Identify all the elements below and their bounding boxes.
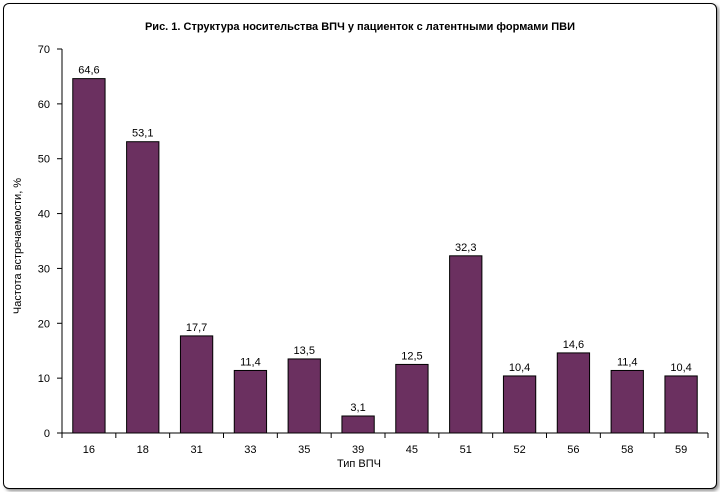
- data-label: 64,6: [78, 65, 99, 77]
- y-tick-label: 50: [38, 154, 50, 166]
- y-axis-label: Частота встречаемости, %: [12, 178, 24, 314]
- bar-58: [610, 369, 644, 434]
- chart-title: Рис. 1. Структура носительства ВПЧ у пац…: [144, 21, 576, 33]
- x-tick-label: 33: [244, 444, 256, 456]
- bar-31: [179, 335, 214, 434]
- x-tick-label: 52: [513, 444, 525, 456]
- chart-frame: Рис. 1. Структура носительства ВПЧ у пац…: [3, 3, 717, 489]
- bar-59: [664, 375, 698, 434]
- x-tick-label: 39: [352, 444, 364, 456]
- y-axis: 0 10 20 30 40 50 60 70: [38, 44, 63, 440]
- y-tick-label: 40: [38, 209, 50, 221]
- bar-33: [233, 369, 268, 434]
- x-tick-label: 59: [675, 444, 687, 456]
- bar-16: [72, 78, 106, 434]
- y-tick-label: 30: [38, 263, 50, 275]
- bar-51: [449, 255, 483, 434]
- value-labels: 64,6 53,1 17,7 11,4 13,5 3,1 12,5 32,3 10,4 14,6 1…: [78, 65, 692, 414]
- data-label: 14,6: [563, 339, 584, 351]
- x-axis: 16 18 31 33 35 39 45 51 52 56 58 59: [61, 432, 709, 456]
- data-label: 12,5: [401, 350, 422, 362]
- bar-52: [502, 375, 537, 434]
- bar-18: [126, 141, 160, 434]
- data-label: 32,3: [455, 242, 476, 254]
- data-label: 11,4: [617, 356, 638, 368]
- y-tick-label: 60: [38, 99, 50, 111]
- bars: [72, 78, 698, 434]
- data-label: 10,4: [670, 362, 691, 374]
- x-tick-label: 58: [621, 444, 633, 456]
- data-label: 11,4: [240, 356, 261, 368]
- x-tick-label: 35: [298, 444, 310, 456]
- x-tick-label: 45: [406, 444, 418, 456]
- data-label: 10,4: [509, 362, 530, 374]
- y-tick-label: 0: [44, 428, 50, 440]
- y-tick-label: 10: [38, 373, 50, 385]
- data-label: 3,1: [350, 402, 365, 414]
- bar-39: [341, 415, 375, 434]
- x-axis-label: Тип ВПЧ: [337, 458, 381, 470]
- bar-45: [395, 363, 429, 434]
- x-tick-label: 16: [83, 444, 95, 456]
- bar-35: [287, 358, 321, 434]
- x-tick-label: 56: [567, 444, 579, 456]
- x-tick-label: 51: [460, 444, 472, 456]
- bar-chart: 0 10 20 30 40 50 60 70 16 18 31 33 35 39 45 51 52 56 58 59…: [12, 44, 709, 470]
- x-tick-label: 31: [190, 444, 202, 456]
- data-label: 53,1: [132, 128, 153, 140]
- x-tick-label: 18: [137, 444, 149, 456]
- data-label: 13,5: [294, 345, 315, 357]
- bar-56: [556, 352, 591, 434]
- y-tick-label: 70: [38, 44, 50, 56]
- y-tick-label: 20: [38, 318, 50, 330]
- data-label: 17,7: [186, 322, 207, 334]
